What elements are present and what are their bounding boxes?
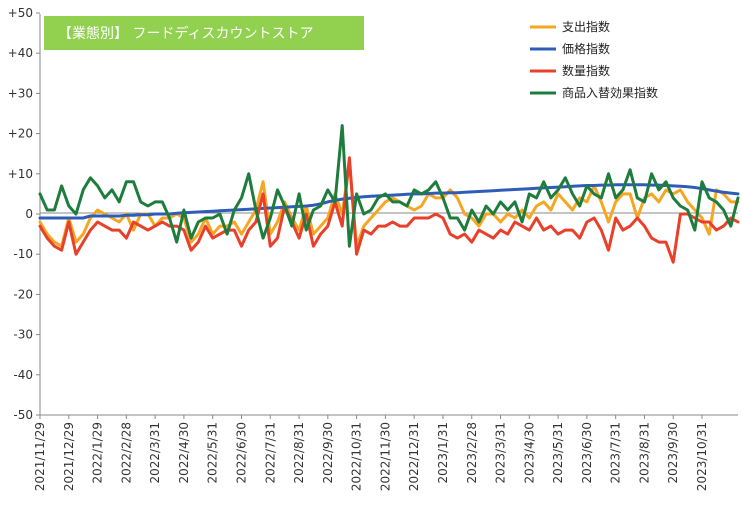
x-tick-label: 2022/4/30 <box>177 422 191 484</box>
x-tick-label: 2022/10/31 <box>350 422 364 491</box>
x-tick-label: 2022/9/30 <box>321 422 335 484</box>
y-tick-label: -40 <box>13 368 33 382</box>
y-tick-label: +20 <box>8 127 33 141</box>
series-line-3 <box>38 124 740 248</box>
chart-title-background <box>44 16 364 50</box>
y-axis-ticks: -50 -40 -30 -20 -10 0 +10 +20 +30 +40 +50 <box>8 6 40 422</box>
y-tick-label: +30 <box>8 86 33 100</box>
y-tick-label: +40 <box>8 46 33 60</box>
y-tick-label: 0 <box>25 207 33 221</box>
x-tick-label: 2023/10/31 <box>695 422 709 491</box>
x-tick-label: 2023/8/31 <box>637 422 651 484</box>
x-tick-label: 2023/6/30 <box>580 422 594 484</box>
x-tick-label: 2023/9/30 <box>666 422 680 484</box>
y-tick-label: -20 <box>13 287 33 301</box>
chart-title-box: 【業態別】 フードディスカウントストア <box>44 16 364 50</box>
x-tick-label: 2023/4/30 <box>522 422 536 484</box>
x-tick-label: 2022/11/30 <box>378 422 392 491</box>
x-tick-label: 2022/2/28 <box>119 422 133 484</box>
x-tick-label: 2023/7/31 <box>609 422 623 484</box>
legend-label-0: 支出指数 <box>562 19 610 34</box>
y-tick-label: -10 <box>13 247 33 261</box>
y-tick-label: -30 <box>13 328 33 342</box>
legend-label-2: 数量指数 <box>562 63 610 78</box>
legend-label-1: 価格指数 <box>562 41 610 56</box>
x-tick-label: 2022/5/31 <box>206 422 220 484</box>
series-line-1 <box>38 183 740 220</box>
series-lines <box>38 124 740 264</box>
x-tick-label: 2022/8/31 <box>292 422 306 484</box>
x-tick-label: 2022/12/31 <box>407 422 421 491</box>
x-axis-ticks: 2021/11/29 2021/12/29 2022/1/29 2022/2/28 20… <box>33 415 709 491</box>
x-tick-label: 2022/7/31 <box>263 422 277 484</box>
x-tick-label: 2023/5/31 <box>551 422 565 484</box>
x-tick-label: 2022/1/29 <box>91 422 105 484</box>
x-tick-label: 2022/3/31 <box>148 422 162 484</box>
y-tick-label: +10 <box>8 167 33 181</box>
chart-title: 【業態別】 フードディスカウントストア <box>58 25 313 42</box>
x-tick-label: 2021/11/29 <box>33 422 47 491</box>
legend-label-3: 商品入替効果指数 <box>562 85 658 100</box>
x-tick-label: 2023/2/28 <box>465 422 479 484</box>
y-tick-label: +50 <box>8 6 33 20</box>
x-tick-label: 2023/3/31 <box>494 422 508 484</box>
y-tick-label: -50 <box>13 408 33 422</box>
x-tick-label: 2023/1/31 <box>436 422 450 484</box>
series-line-2 <box>38 156 740 264</box>
x-tick-label: 2022/6/30 <box>234 422 248 484</box>
x-tick-label: 2021/12/29 <box>62 422 76 491</box>
